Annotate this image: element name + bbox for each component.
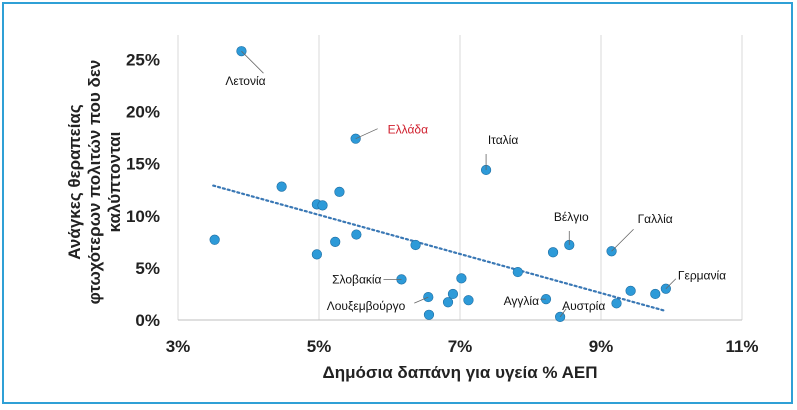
point-label-24: Γαλλία [638, 212, 673, 226]
point-label-leader-28 [665, 278, 677, 290]
point-label-leader-22 [559, 308, 567, 318]
data-point-21 [547, 247, 559, 258]
point-label-10: Σλοβακία [332, 272, 381, 286]
data-points [209, 46, 671, 322]
data-point-11 [410, 239, 421, 251]
grid-lines [177, 35, 743, 321]
data-point-12 [423, 291, 434, 303]
data-point-14 [442, 297, 454, 308]
chart-frame [2, 2, 793, 404]
data-point-7 [334, 186, 345, 197]
y-axis-title: Ανάγκες θεραπείας φτωχότερων πολιτών που… [65, 60, 124, 305]
data-point-22 [555, 311, 566, 322]
y-tick-label-2: 10% [126, 207, 160, 226]
point-label-18: Ιταλία [488, 133, 519, 147]
point-label-leader-12 [414, 296, 429, 304]
data-point-19 [512, 266, 523, 278]
y-tick-label-1: 5% [135, 259, 160, 278]
y-tick-label-0: 0% [135, 311, 160, 330]
data-point-6 [330, 236, 341, 247]
x-tick-label-4: 11% [725, 337, 758, 356]
point-labels: Λετονία Ελλάδα Σλοβακία Λουξεμβούργο Ιταλία Α… [225, 50, 726, 318]
point-label-leader-24 [611, 228, 634, 252]
point-label-20: Αγγλία [504, 294, 539, 308]
point-label-8: Ελλάδα [388, 123, 428, 137]
data-point-5 [311, 249, 322, 260]
y-axis-title-line-1: Ανάγκες θεραπείας [65, 104, 84, 260]
trendline [212, 184, 666, 312]
point-label-22: Αυστρία [562, 299, 605, 313]
data-point-16 [456, 273, 467, 284]
data-point-13 [423, 309, 435, 320]
point-label-28: Γερμανία [678, 269, 726, 283]
point-label-12: Λουξεμβούργο [327, 299, 406, 313]
y-tick-label-4: 20% [126, 103, 160, 122]
point-label-leader-1 [241, 50, 264, 74]
x-tick-label-1: 5% [307, 337, 332, 356]
data-point-25 [611, 298, 622, 309]
y-axis-title-line-2: φτωχότερων πολιτών που δεν [85, 60, 104, 305]
x-tick-label-3: 9% [589, 337, 614, 356]
point-label-23: Βέλγιο [554, 210, 589, 224]
point-label-leader-8 [355, 128, 378, 140]
y-axis-ticks: 0% 5% 10% 15% 20% 25% [126, 51, 160, 331]
trendline-path [212, 184, 666, 312]
data-point-15 [447, 288, 459, 300]
y-tick-label-3: 15% [126, 155, 160, 174]
data-point-2 [276, 181, 287, 192]
x-axis-ticks: 3% 5% 7% 9% 11% [166, 337, 759, 356]
x-axis-title: Δημόσια δαπάνη για υγεία % ΑΕΠ [323, 363, 598, 382]
data-point-26 [625, 285, 636, 296]
data-point-4 [317, 200, 328, 211]
data-point-0 [209, 234, 220, 245]
data-point-17 [463, 295, 474, 306]
y-axis-title-line-3: καλύπτονται [105, 131, 124, 232]
point-label-1: Λετονία [225, 74, 265, 88]
x-tick-label-2: 7% [448, 337, 473, 356]
data-point-9 [351, 229, 362, 240]
y-tick-label-5: 25% [126, 51, 160, 70]
x-tick-label-0: 3% [166, 337, 191, 356]
data-point-27 [650, 288, 661, 300]
